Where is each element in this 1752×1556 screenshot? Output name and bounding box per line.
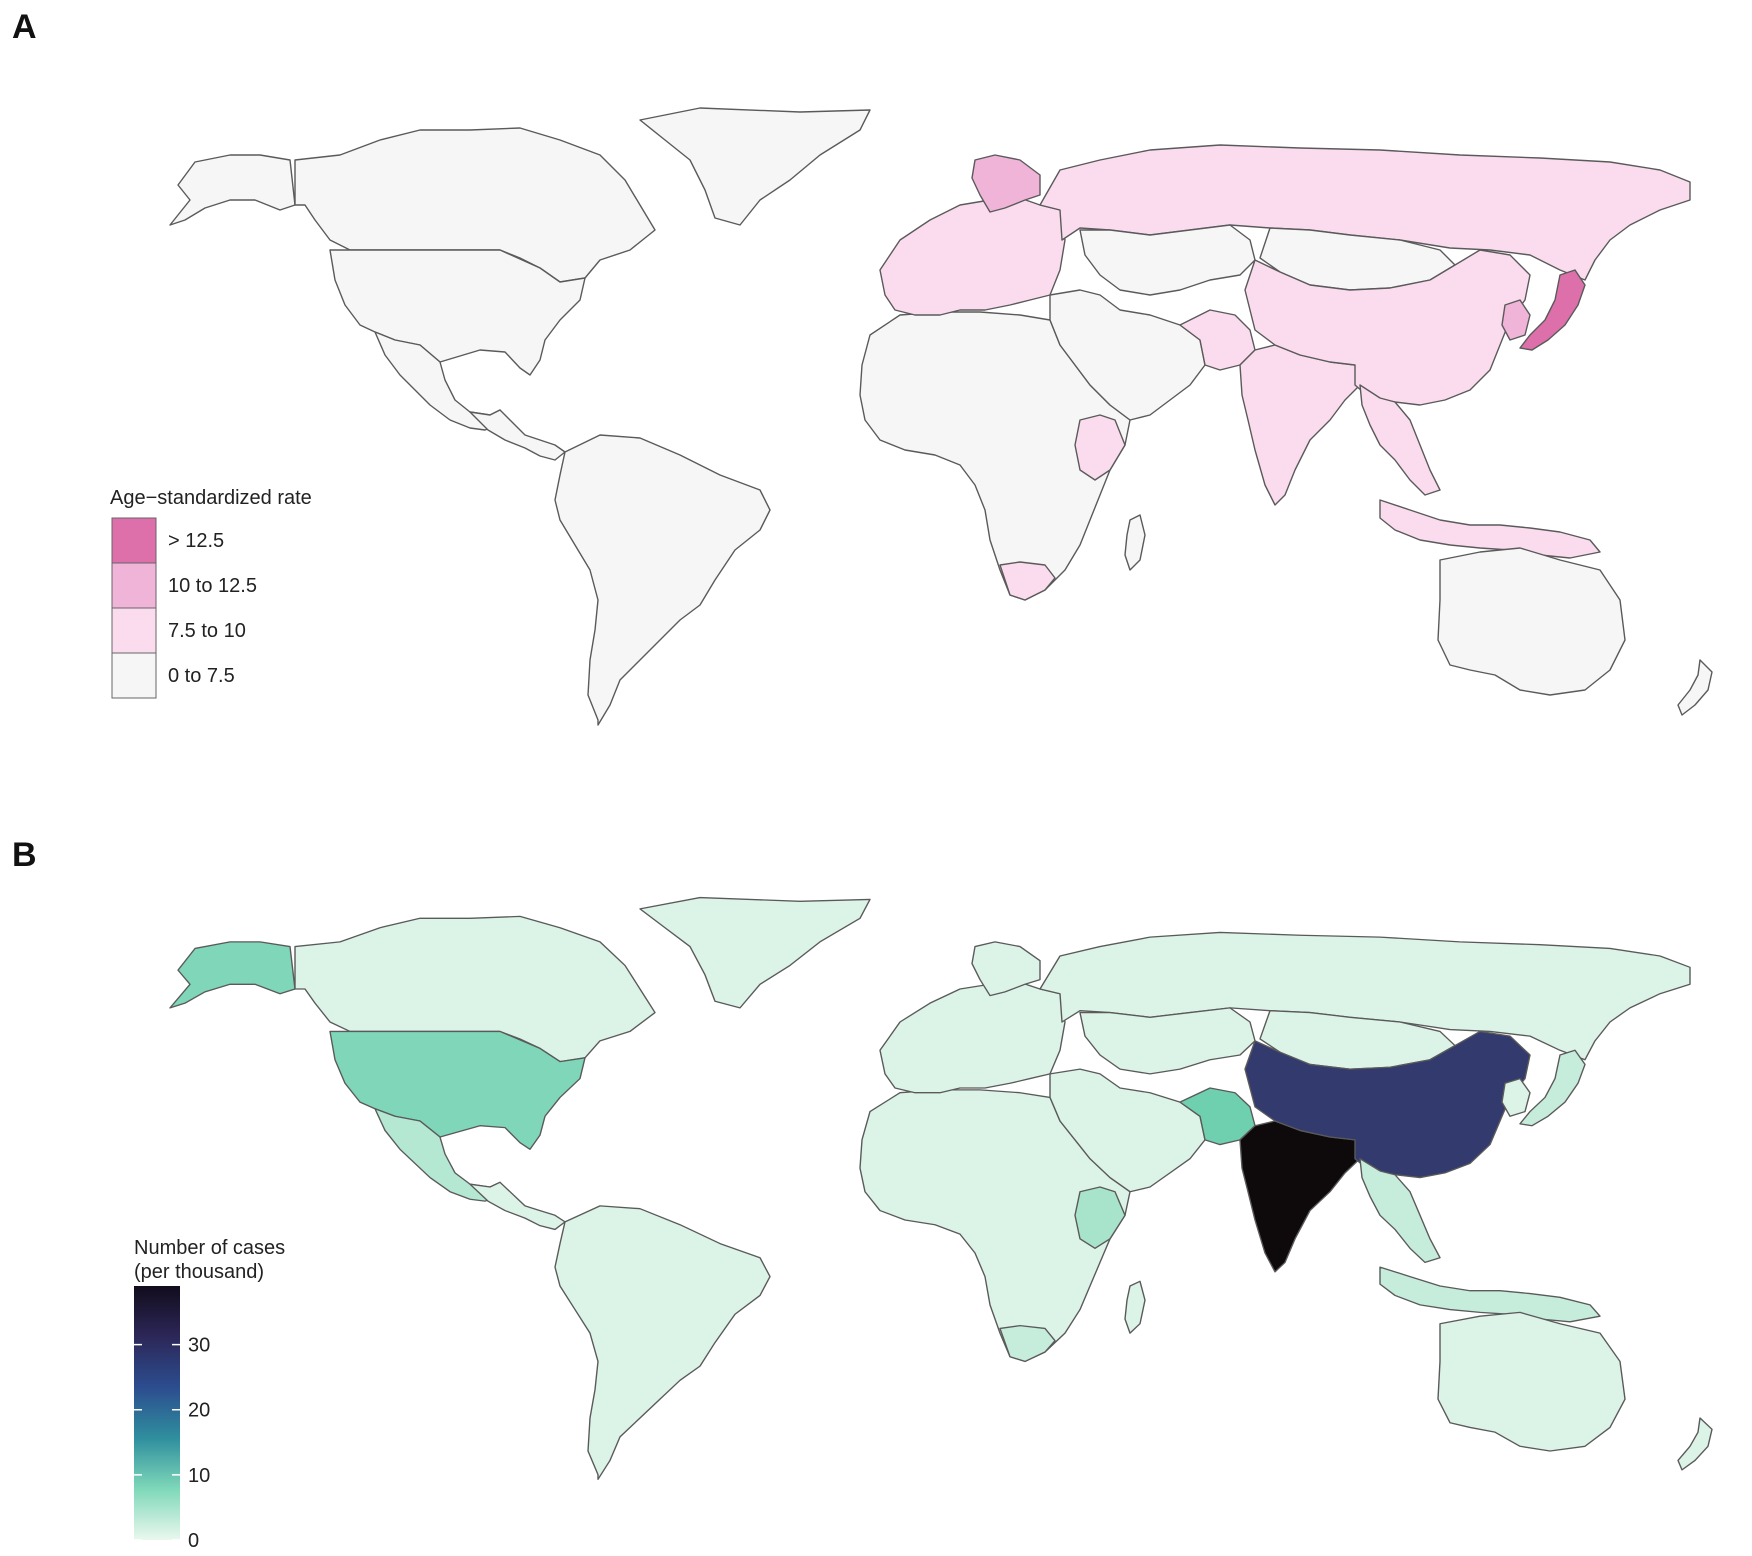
region-alaska bbox=[169, 941, 296, 1009]
region-madagascar bbox=[1124, 514, 1146, 571]
region-new-zealand bbox=[1677, 1417, 1713, 1471]
region-alaska bbox=[169, 154, 296, 226]
region-japan bbox=[1519, 269, 1586, 351]
region-indonesia bbox=[1379, 1266, 1601, 1323]
region-india bbox=[1239, 344, 1361, 506]
legend-b-tick-label: 0 bbox=[188, 1530, 199, 1552]
legend-a-title: Age−standardized rate bbox=[110, 487, 312, 509]
region-central-america bbox=[469, 1181, 566, 1231]
region-indonesia bbox=[1379, 499, 1601, 559]
region-australia bbox=[1437, 547, 1626, 696]
legend-a-label: > 12.5 bbox=[168, 530, 224, 552]
world-map-b bbox=[169, 896, 1713, 1480]
region-greenland bbox=[639, 107, 871, 226]
region-south-america bbox=[554, 434, 771, 726]
legend-b-tick-label: 20 bbox=[188, 1400, 210, 1422]
panel-b-label: B bbox=[12, 836, 37, 874]
legend-b-tick-label: 10 bbox=[188, 1465, 210, 1487]
legend-b-colorbar bbox=[134, 1286, 180, 1540]
legend-a-label: 0 to 7.5 bbox=[168, 665, 235, 687]
region-scandinavia bbox=[971, 154, 1041, 213]
region-india bbox=[1239, 1120, 1361, 1273]
legend-number-of-cases: Number of cases (per thousand) 30 20 10 0 bbox=[134, 1237, 285, 1552]
region-korea bbox=[1501, 1077, 1531, 1117]
legend-a-label: 7.5 to 10 bbox=[168, 620, 246, 642]
region-china bbox=[1244, 1030, 1531, 1179]
region-south-africa bbox=[999, 561, 1056, 601]
region-southeast-asia bbox=[1359, 1158, 1441, 1264]
region-south-america bbox=[554, 1205, 771, 1480]
legend-b-title-line2: (per thousand) bbox=[134, 1261, 264, 1283]
legend-a-swatch bbox=[111, 562, 157, 609]
region-korea bbox=[1501, 299, 1531, 341]
world-map-a bbox=[169, 107, 1713, 726]
region-scandinavia bbox=[971, 941, 1041, 997]
region-south-africa bbox=[999, 1324, 1056, 1363]
legend-age-standardized-rate: Age−standardized rate > 12.5 10 to 12.5 7.… bbox=[110, 487, 312, 699]
region-central-asia bbox=[1079, 224, 1256, 296]
region-new-zealand bbox=[1677, 659, 1713, 716]
legend-b-tick-label: 30 bbox=[188, 1335, 210, 1357]
region-middle-east bbox=[1049, 1068, 1206, 1193]
region-china bbox=[1244, 249, 1531, 406]
legend-a-swatch bbox=[111, 517, 157, 564]
region-usa bbox=[329, 249, 586, 376]
legend-a-label: 10 to 12.5 bbox=[168, 575, 257, 597]
region-ethiopia-somalia bbox=[1074, 414, 1126, 481]
region-australia bbox=[1437, 1311, 1626, 1452]
region-central-america bbox=[469, 409, 566, 461]
legend-b-title-line1: Number of cases bbox=[134, 1237, 285, 1259]
region-usa bbox=[329, 1030, 586, 1150]
region-madagascar bbox=[1124, 1280, 1146, 1334]
region-central-asia bbox=[1079, 1007, 1256, 1075]
region-middle-east bbox=[1049, 289, 1206, 421]
region-europe bbox=[879, 197, 1066, 316]
region-ethiopia-somalia bbox=[1074, 1186, 1126, 1249]
region-greenland bbox=[639, 896, 871, 1009]
region-southeast-asia bbox=[1359, 384, 1441, 496]
region-japan bbox=[1519, 1049, 1586, 1127]
region-europe bbox=[879, 981, 1066, 1094]
panel-a-label: A bbox=[12, 8, 37, 46]
legend-a-swatch bbox=[111, 652, 157, 699]
legend-a-swatch bbox=[111, 607, 157, 654]
